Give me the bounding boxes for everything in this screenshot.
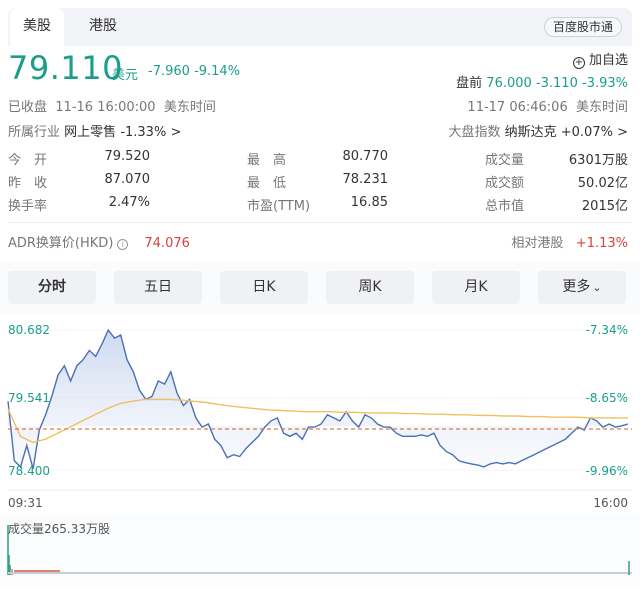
premarket-price: 76.000 <box>486 76 532 91</box>
premarket-time: 11-17 06:46:06 美东时间 <box>467 96 628 115</box>
stat-value-turnover: 50.02亿 <box>577 176 628 191</box>
y-right-mid: -8.65% <box>585 391 628 405</box>
x-label-end: 16:00 <box>593 496 628 510</box>
tab-more-label: 更多 <box>562 279 591 295</box>
average-line <box>7 398 628 444</box>
price-change-pct: -9.14% <box>194 64 241 79</box>
adr-label: ADR换算价(HKD) <box>8 236 114 251</box>
tab-more[interactable]: 更多 ⌄ <box>538 271 626 304</box>
volume-label: 成交量265.33万股 <box>8 522 110 536</box>
add-watchlist-button[interactable]: + 加自选 <box>572 49 628 69</box>
price-line <box>7 328 629 469</box>
stat-label-volume: 成交量 <box>485 153 525 168</box>
y-left-low: 78.400 <box>8 464 50 478</box>
relative-hk-label: 相对港股 <box>511 236 564 251</box>
y-left-mid: 79.541 <box>8 391 50 405</box>
tab-monthly-k[interactable]: 月K <box>432 271 520 304</box>
intraday-chart[interactable] <box>0 318 640 518</box>
premarket-label: 盘前 <box>456 76 483 91</box>
chevron-right-icon: > <box>170 125 182 140</box>
premarket-time-value: 11-17 06:46:06 <box>467 100 568 115</box>
stat-label-prev-close: 昨 收 <box>8 176 48 191</box>
tab-daily-k[interactable]: 日K <box>220 271 308 304</box>
tab-five-day[interactable]: 五日 <box>114 271 202 304</box>
premarket-timezone: 美东时间 <box>575 100 628 115</box>
status-timezone: 美东时间 <box>163 100 216 115</box>
status-text: 已收盘 <box>8 100 48 115</box>
stat-value-high: 80.770 <box>342 149 389 164</box>
y-right-high: -7.34% <box>585 323 628 337</box>
volume-bars <box>7 525 632 575</box>
premarket-change-pct: -3.93% <box>582 76 628 91</box>
stat-label-high: 最 高 <box>247 153 287 168</box>
stat-value-volume: 6301万股 <box>568 153 628 168</box>
stat-label-pe-ttm: 市盈(TTM) <box>247 199 311 214</box>
current-price: 79.110 <box>8 49 123 87</box>
stat-label-turnover: 成交额 <box>485 176 525 191</box>
industry-change: -1.33% <box>120 125 167 140</box>
index-label: 大盘指数 <box>448 125 501 140</box>
index-link[interactable]: 大盘指数 纳斯达克 +0.07% > <box>448 121 628 140</box>
stat-label-turnover-rate: 换手率 <box>8 199 48 214</box>
plus-circle-icon: + <box>572 57 585 69</box>
tab-us-stocks[interactable]: 美股 <box>10 8 64 46</box>
info-icon[interactable]: i <box>117 239 129 250</box>
index-change: +0.07% <box>560 125 613 140</box>
stat-value-pe-ttm: 16.85 <box>350 195 388 210</box>
stat-value-open: 79.520 <box>104 149 151 164</box>
stat-label-open: 今 开 <box>8 153 48 168</box>
add-watchlist-label: 加自选 <box>588 53 628 68</box>
stock-connect-button[interactable]: 百度股市通 <box>543 17 622 37</box>
industry-label: 所属行业 <box>8 125 61 140</box>
stat-value-low: 78.231 <box>342 172 389 187</box>
stat-value-market-cap: 2015亿 <box>581 199 628 214</box>
stat-label-market-cap: 总市值 <box>485 199 525 214</box>
industry-name: 网上零售 <box>64 125 117 140</box>
stat-value-prev-close: 87.070 <box>104 172 151 187</box>
tab-weekly-k[interactable]: 周K <box>326 271 414 304</box>
chevron-down-icon: ⌄ <box>592 281 602 294</box>
premarket-quote: 盘前 76.000 -3.110 -3.93% <box>456 72 628 91</box>
status-time: 11-16 16:00:00 <box>55 100 156 115</box>
relative-hk: 相对港股 +1.13% <box>511 232 628 251</box>
premarket-change: -3.110 <box>535 76 578 91</box>
y-right-low: -9.96% <box>585 464 628 478</box>
chart-period-tabs: 分时 五日 日K 周K 月K 更多 ⌄ <box>0 262 640 314</box>
chevron-right-icon: > <box>617 125 628 140</box>
volume-panel <box>0 515 640 585</box>
x-label-start: 09:31 <box>8 496 43 510</box>
price-change-value: -7.960 <box>148 64 190 79</box>
market-tab-bar: 美股 港股 百度股市通 <box>8 8 632 46</box>
market-status: 已收盘 11-16 16:00:00 美东时间 <box>8 96 216 115</box>
stat-value-turnover-rate: 2.47% <box>108 195 150 210</box>
adr-value: 74.076 <box>144 236 190 251</box>
divider <box>8 222 632 223</box>
y-left-high: 80.682 <box>8 323 50 337</box>
price-change: -7.960 -9.14% <box>148 64 240 79</box>
price-unit: 美元 <box>112 68 139 83</box>
tab-intraday[interactable]: 分时 <box>8 271 96 304</box>
industry-link[interactable]: 所属行业 网上零售 -1.33% > <box>8 121 181 140</box>
relative-hk-value: +1.13% <box>575 236 628 251</box>
index-name: 纳斯达克 <box>504 125 557 140</box>
tab-hk-stocks[interactable]: 港股 <box>89 18 117 34</box>
adr-price: ADR换算价(HKD) i 74.076 <box>8 232 190 251</box>
stat-label-low: 最 低 <box>247 176 287 191</box>
